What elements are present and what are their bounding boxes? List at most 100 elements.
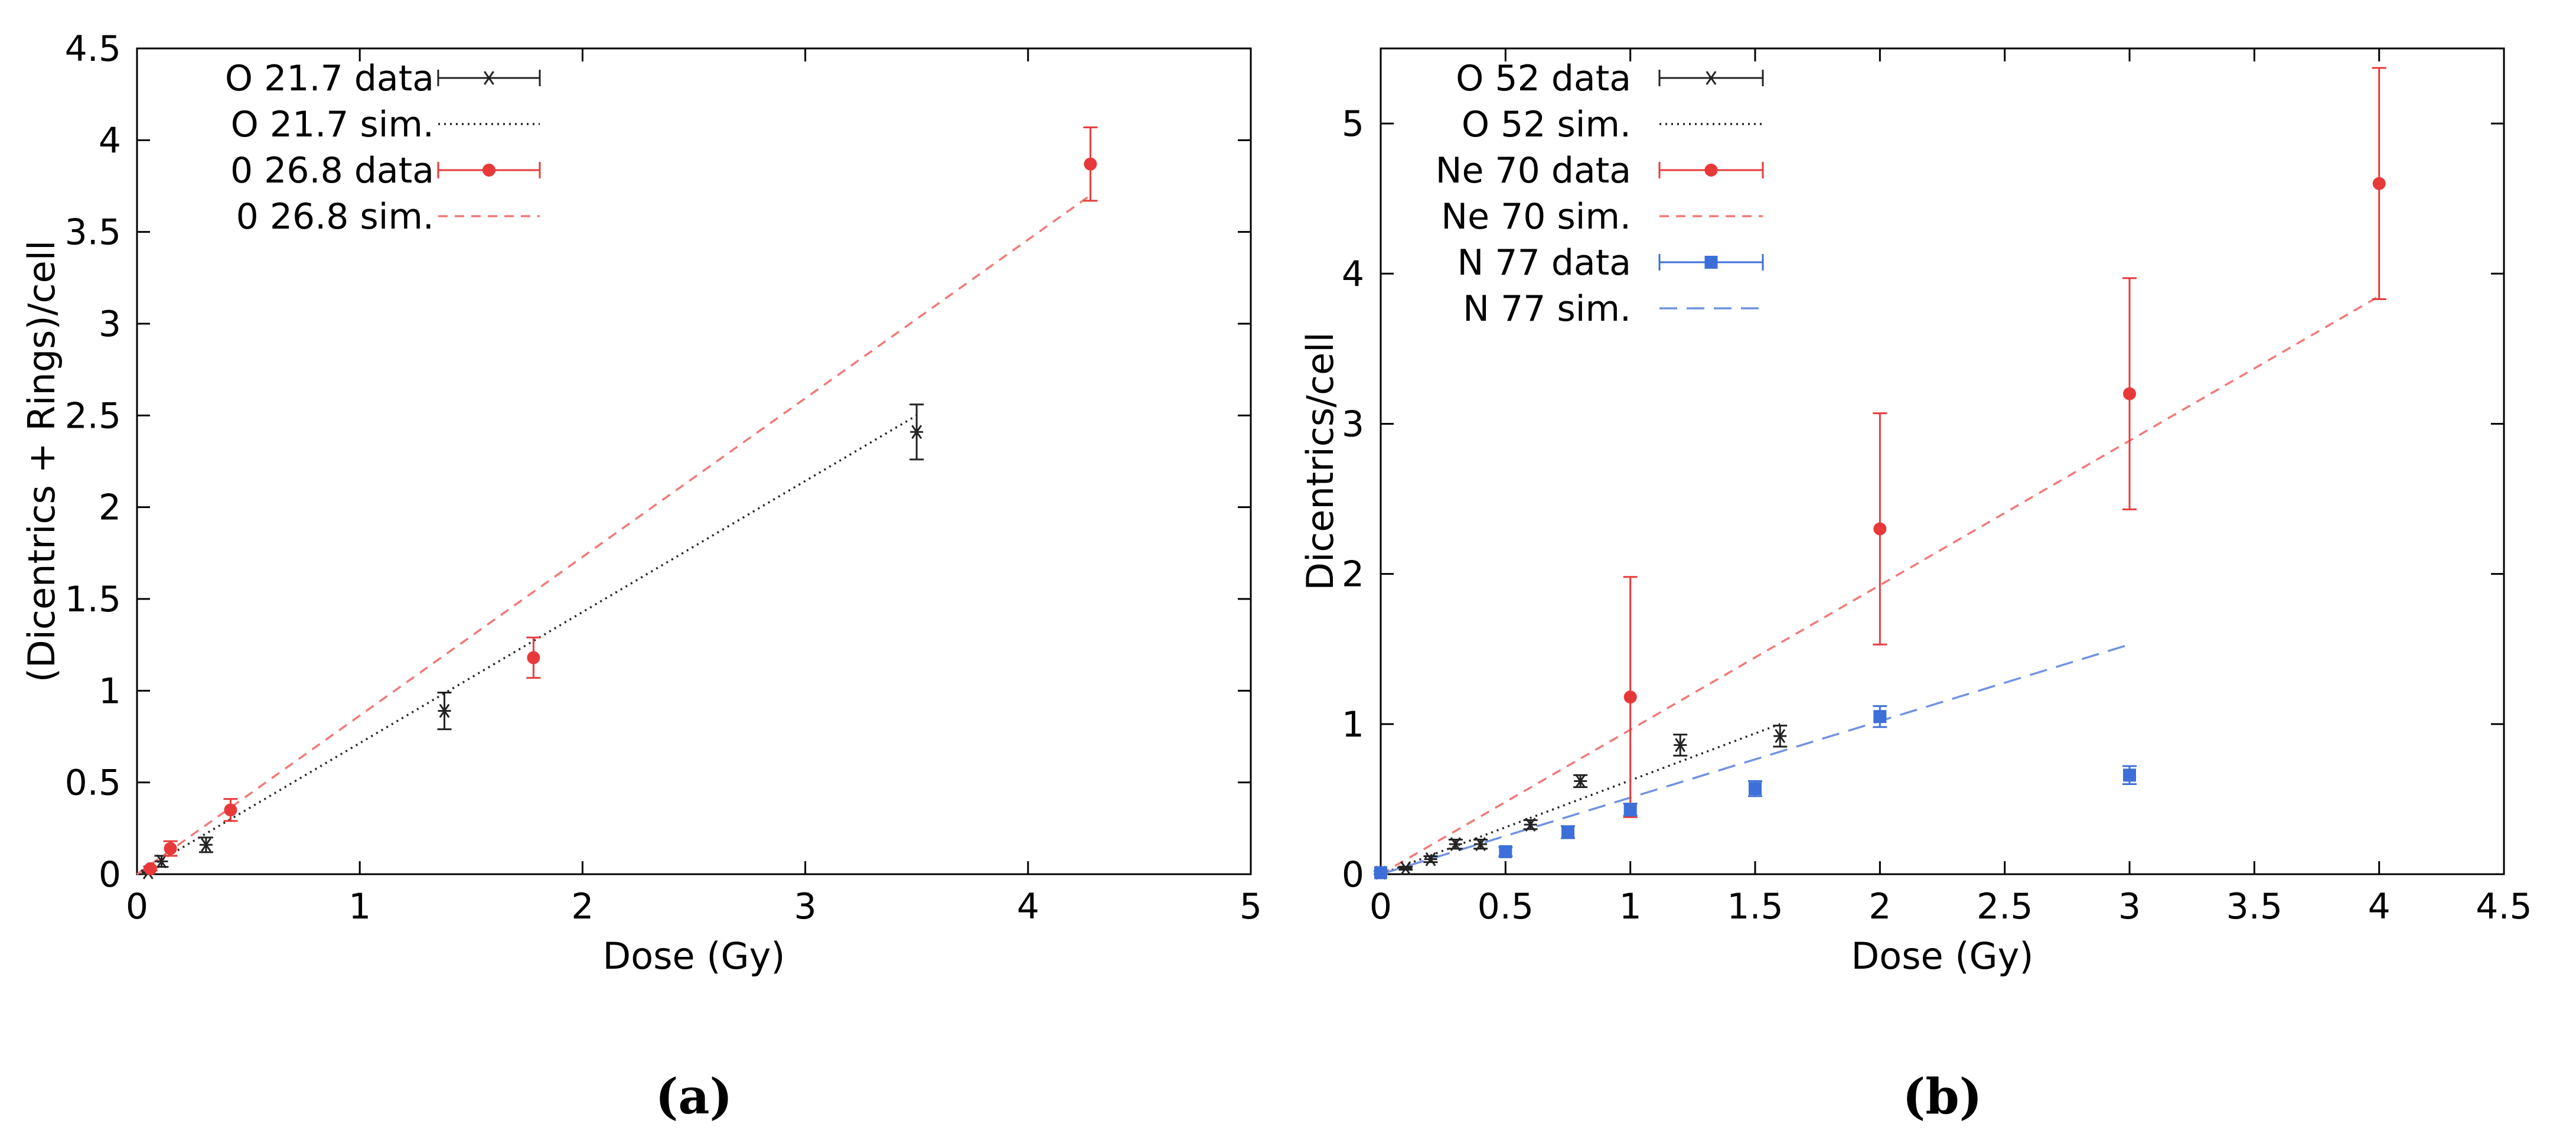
panel-b-data-point bbox=[1398, 861, 1413, 875]
panel-b-y-tick-label: 4 bbox=[1342, 253, 1364, 295]
data-marker-stroke-2 bbox=[1400, 861, 1411, 875]
panel-b-legend: O 52 data O 52 sim. Ne 70 data Ne 70 sim. N … bbox=[1436, 58, 1764, 330]
panel-b: 0 0.5 1 1.5 2 2.5 3 3.5 4 4.5 0 1 2 3 4 5 Dose (Gy) Dicen… bbox=[1299, 47, 2532, 1125]
panel-a-legend: O 21.7 data O 21.7 sim. 0 26.8 data 0 26.8 … bbox=[225, 58, 541, 237]
panel-b-x-tick-label: 3.5 bbox=[2226, 886, 2282, 927]
data-marker bbox=[224, 803, 237, 817]
panel-b-y-tick-label: 5 bbox=[1342, 103, 1364, 145]
legend-entry-label: O 52 sim. bbox=[1462, 104, 1631, 145]
panel-a-data-point bbox=[526, 636, 541, 679]
data-marker bbox=[1623, 803, 1637, 816]
data-marker bbox=[1873, 710, 1887, 724]
data-marker bbox=[1623, 690, 1637, 704]
data-marker bbox=[1561, 825, 1574, 839]
panel-a-x-tick-label: 1 bbox=[348, 886, 371, 927]
legend-entry-label: 0 26.8 data bbox=[230, 150, 434, 191]
legend-marker bbox=[482, 164, 495, 177]
panel-b-plot-frame bbox=[1380, 47, 2505, 875]
panel-b-x-tick-label: 0 bbox=[1369, 886, 1392, 927]
data-marker-stroke-2 bbox=[439, 703, 450, 718]
panel-b-caption-label: (b) bbox=[1903, 1069, 1982, 1125]
panel-a-x-tick-label: 3 bbox=[794, 886, 817, 927]
panel-b-y-tick-label: 1 bbox=[1342, 704, 1364, 745]
legend-entry-label: O 52 data bbox=[1456, 58, 1631, 99]
panel-b-data-point bbox=[2122, 277, 2137, 510]
data-marker bbox=[1084, 157, 1097, 171]
panel-a-y-tick-label: 1 bbox=[99, 670, 121, 712]
panel-b-data-point bbox=[1773, 724, 1788, 748]
panel-a-y-tick-label: 2.5 bbox=[65, 395, 121, 437]
panel-b-data-point bbox=[1374, 866, 1388, 880]
panel-b-x-tick-label: 3 bbox=[2118, 886, 2141, 927]
panel-b-data-point bbox=[2372, 67, 2386, 300]
legend-entry-label: Ne 70 sim. bbox=[1441, 196, 1631, 237]
data-marker bbox=[1674, 738, 1687, 753]
panel-a-y-tick-label: 1.5 bbox=[65, 579, 121, 620]
data-marker bbox=[1424, 852, 1437, 867]
legend-marker bbox=[482, 71, 495, 85]
legend-marker bbox=[1704, 71, 1718, 85]
panel-a-plot-frame bbox=[136, 47, 1252, 875]
data-marker bbox=[527, 651, 540, 665]
legend-entry-label: 0 26.8 sim. bbox=[236, 196, 434, 237]
data-marker bbox=[164, 842, 177, 855]
data-marker bbox=[2372, 177, 2386, 190]
panel-b-data-point bbox=[1423, 852, 1438, 867]
data-marker-stroke-2 bbox=[156, 854, 167, 869]
data-marker bbox=[144, 862, 157, 875]
panel-b-x-tick-label: 2 bbox=[1869, 886, 1891, 927]
panel-b-y-tick-label: 3 bbox=[1342, 403, 1364, 445]
legend-entry-label: O 21.7 data bbox=[225, 58, 434, 99]
panel-a: 0 1 2 3 4 5 0 0.5 1 1.5 2 2.5 3 3.5 4 4.5 Dose (Gy) (Dice… bbox=[20, 28, 1262, 1125]
panel-a-y-tick-label: 0.5 bbox=[65, 763, 121, 804]
panel-a-y-tick-label: 0 bbox=[99, 854, 121, 895]
panel-a-y-tick-label: 3 bbox=[99, 304, 121, 345]
panel-a-data-point bbox=[909, 403, 924, 461]
panel-b-x-tick-label: 2.5 bbox=[1977, 886, 2033, 927]
panel-a-y-axis-label: (Dicentrics + Rings)/cell bbox=[20, 240, 63, 682]
panel-a-x-tick-label: 2 bbox=[571, 886, 594, 927]
panel-b-data-point bbox=[1748, 780, 1762, 797]
legend-marker-stroke-2 bbox=[484, 71, 494, 85]
panel-b-data-point bbox=[1873, 412, 1887, 646]
panel-b-data-point bbox=[2122, 765, 2137, 785]
panel-b-x-tick-label: 1.5 bbox=[1727, 886, 1783, 927]
legend-marker-stroke-2 bbox=[1706, 71, 1717, 85]
data-marker bbox=[1574, 774, 1587, 789]
panel-a-data-point bbox=[1083, 126, 1098, 202]
panel-a-x-tick-label: 4 bbox=[1017, 886, 1039, 927]
data-marker-stroke-2 bbox=[1425, 852, 1436, 867]
legend-entry-label: N 77 sim. bbox=[1463, 288, 1631, 330]
panel-b-data-point bbox=[1623, 803, 1638, 817]
panel-b-y-tick-label: 2 bbox=[1342, 554, 1364, 595]
data-marker-stroke-2 bbox=[1450, 837, 1461, 852]
data-marker bbox=[1873, 522, 1887, 536]
legend-entry-label: O 21.7 sim. bbox=[231, 104, 434, 145]
data-marker-stroke-2 bbox=[1475, 837, 1486, 852]
panel-a-data-point bbox=[143, 862, 158, 875]
panel-b-sim-line bbox=[1380, 723, 1781, 875]
panel-a-x-tick-label: 5 bbox=[1240, 886, 1262, 927]
data-marker bbox=[1749, 782, 1762, 796]
panel-b-data-point bbox=[1873, 705, 1887, 728]
data-marker bbox=[438, 703, 451, 718]
legend-entry-label: Ne 70 data bbox=[1436, 150, 1631, 191]
panel-a-y-tick-label: 4 bbox=[99, 120, 121, 161]
panel-a-sim-line bbox=[136, 194, 1091, 875]
panel-b-x-tick-label: 4.5 bbox=[2476, 886, 2532, 927]
panel-a-caption-label: (a) bbox=[656, 1069, 733, 1125]
data-marker bbox=[910, 425, 924, 439]
legend-marker bbox=[1704, 256, 1718, 269]
legend-entry-label: N 77 data bbox=[1457, 242, 1631, 284]
panel-b-data-point bbox=[1473, 837, 1488, 852]
panel-b-data-point bbox=[1673, 734, 1688, 757]
panel-a-y-tick-label: 2 bbox=[99, 487, 121, 529]
panel-a-y-tick-label: 3.5 bbox=[65, 212, 121, 253]
panel-b-data-point bbox=[1448, 837, 1463, 852]
panel-b-data-point bbox=[1561, 825, 1575, 839]
panel-a-y-tick-label: 4.5 bbox=[65, 28, 121, 70]
data-marker bbox=[2123, 768, 2136, 782]
panel-b-x-tick-label: 0.5 bbox=[1478, 886, 1534, 927]
data-marker-stroke-2 bbox=[911, 425, 922, 439]
